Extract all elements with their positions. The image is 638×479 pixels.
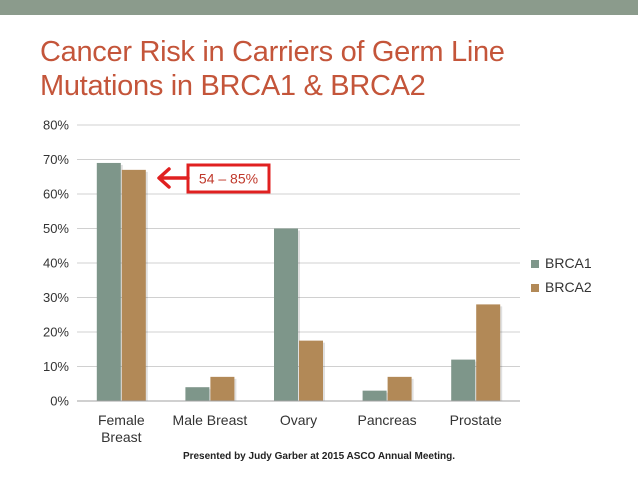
y-tick-label: 80%	[43, 118, 69, 133]
bar-brca1	[362, 390, 387, 401]
y-tick-label: 60%	[43, 187, 69, 202]
credit-note: Presented by Judy Garber at 2015 ASCO An…	[182, 451, 456, 462]
x-tick-label: Female	[98, 412, 145, 428]
callout-box	[186, 163, 271, 194]
top-accent-bar	[0, 0, 638, 15]
x-tick-label: Male Breast	[173, 412, 248, 428]
bar-brca1	[451, 359, 476, 401]
y-tick-label: 50%	[43, 221, 69, 236]
legend: BRCA1 BRCA2	[531, 255, 592, 295]
legend-swatch	[531, 260, 539, 268]
y-tick-label: 40%	[43, 256, 69, 271]
callout: 54 – 85%	[157, 163, 271, 194]
legend-label: BRCA1	[545, 255, 592, 271]
bar-brca2	[210, 376, 235, 401]
callout-arrow-icon	[157, 167, 190, 189]
y-tick-label: 20%	[43, 325, 69, 340]
y-tick-label: 30%	[43, 290, 69, 305]
gridlines	[77, 124, 520, 367]
bar-brca2	[121, 169, 146, 401]
bar-brca2	[299, 340, 323, 401]
y-tick-label: 70%	[43, 152, 69, 167]
title-line-1: Cancer Risk in Carriers of Germ Line	[40, 36, 505, 68]
bar-brca1	[185, 387, 210, 401]
callout-text: 54 – 85%	[199, 171, 258, 187]
y-axis-ticks: 0% 10% 20% 30% 40% 50% 60% 70% 80%	[43, 118, 69, 409]
bar-brca2	[387, 376, 412, 401]
x-tick-label: Ovary	[280, 412, 317, 428]
title-line-2: Mutations in BRCA1 & BRCA2	[40, 70, 426, 102]
x-tick-label: Prostate	[450, 412, 502, 428]
x-tick-label: Breast	[101, 429, 142, 445]
y-tick-label: 0%	[50, 394, 69, 409]
legend-swatch	[531, 284, 539, 292]
x-tick-label: Pancreas	[358, 412, 417, 428]
bar-brca2	[476, 304, 501, 401]
bar-brca1	[274, 228, 298, 401]
bar-brca1	[96, 162, 121, 401]
legend-label: BRCA2	[545, 279, 592, 295]
slide-title: Cancer Risk in Carriers of Germ Line Mut…	[40, 35, 600, 103]
bars	[96, 162, 503, 401]
y-tick-label: 10%	[43, 359, 69, 374]
